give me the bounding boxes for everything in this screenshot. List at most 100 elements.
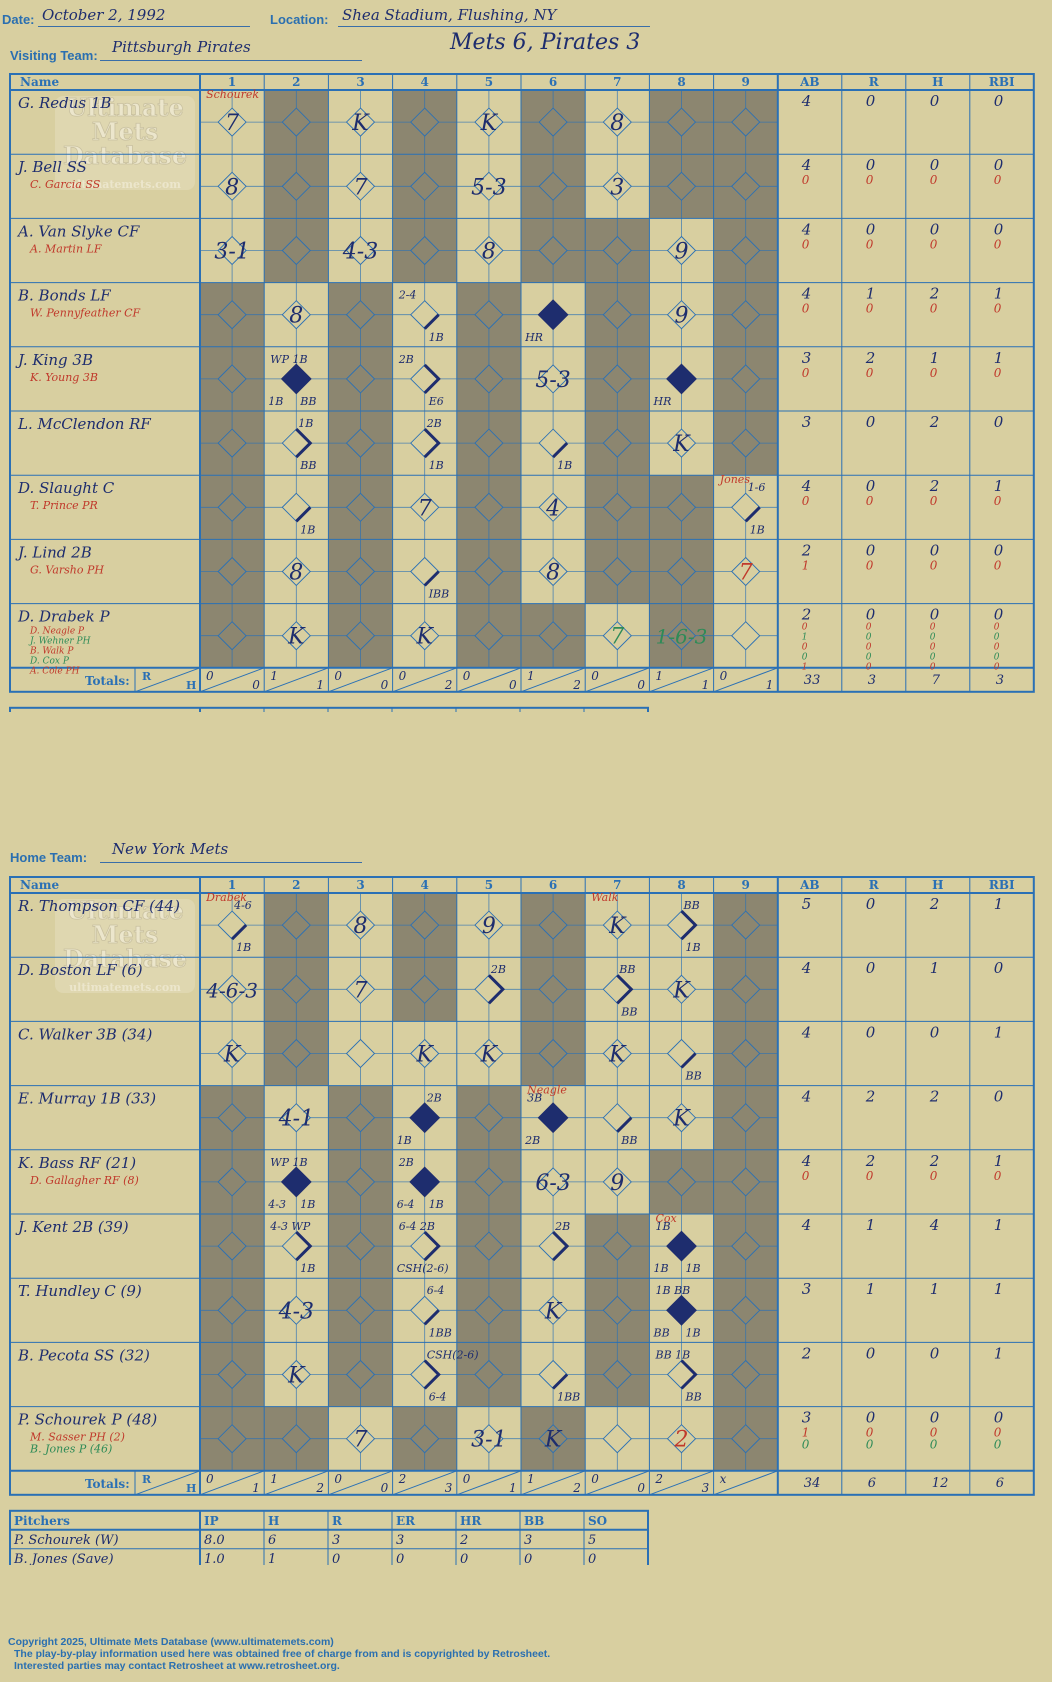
play-result: 8 — [289, 561, 303, 586]
base-diamond — [474, 1038, 504, 1069]
col-header-inning: 8 — [677, 878, 685, 892]
batter-stat: 0 — [930, 633, 936, 643]
col-header-inning: 2 — [292, 878, 300, 892]
watermark-text: ultimatemets.com — [69, 178, 181, 191]
batter-stat: 1 — [994, 1280, 1004, 1298]
batter-stat: 1 — [994, 477, 1004, 495]
batter-name: K. Bass RF (21) — [17, 1154, 136, 1172]
batter-stat: 2 — [801, 541, 812, 559]
base-diamond — [281, 300, 311, 330]
play-result: 2 — [674, 1428, 689, 1453]
play-result: K — [544, 1299, 563, 1324]
play-note: 2B — [524, 1134, 540, 1147]
grid-line — [328, 1470, 393, 1496]
batter-stat: 1 — [866, 1280, 876, 1298]
base-diamond — [217, 107, 247, 137]
location-label: Location: — [270, 12, 329, 27]
base-diamond — [281, 621, 311, 651]
batter-stat: 0 — [866, 623, 872, 633]
batter-stat: 0 — [866, 1438, 874, 1452]
footer-copyright: Copyright 2025, Ultimate Mets Database (… — [8, 1636, 334, 1648]
batter-stat: 0 — [930, 1426, 938, 1440]
play-note: BB — [299, 395, 316, 408]
basepath-mark — [680, 1052, 697, 1069]
base-diamond — [410, 974, 440, 1004]
watermark-text: Database — [63, 944, 187, 973]
substitute-name: K. Young 3B — [29, 371, 98, 384]
batter-stat: 0 — [866, 413, 876, 431]
pitcher-col-header: H — [268, 1514, 279, 1528]
batter-stat: 0 — [994, 633, 1000, 643]
grand-total: 34 — [804, 1476, 821, 1491]
base-diamond — [731, 428, 761, 458]
pitcher-col-header: SO — [588, 711, 607, 712]
visiting-team-label: Visiting Team: — [10, 48, 98, 63]
batter-name: J. King 3B — [15, 351, 93, 369]
base-diamond — [666, 1424, 697, 1454]
play-note: 1B — [268, 395, 283, 408]
batter-stat: 0 — [866, 558, 874, 572]
grid-line — [585, 667, 650, 693]
pitcher-change-note: Neagle — [526, 1084, 567, 1097]
base-diamond — [345, 1103, 376, 1133]
base-diamond — [217, 1167, 247, 1197]
play-note: 1-6 — [748, 481, 766, 494]
play-note: BB 1B — [655, 1348, 691, 1361]
base-diamond — [410, 1424, 440, 1454]
play-note: BB — [653, 1326, 670, 1339]
inning-runs: 2 — [654, 1472, 663, 1486]
play-result: K — [608, 1043, 627, 1068]
play-result: 7 — [354, 1428, 368, 1453]
pitcher-col-header: IP — [204, 1514, 219, 1528]
col-header-inning: 3 — [356, 878, 364, 892]
batter-stat: 4 — [801, 1023, 812, 1041]
batter-stat: 2 — [801, 606, 812, 624]
base-diamond — [217, 1295, 247, 1325]
play-result: 1-6-3 — [656, 625, 708, 649]
base-diamond — [281, 556, 311, 587]
base-diamond — [666, 1103, 697, 1133]
play-note: 2B — [398, 353, 414, 366]
grid-line — [713, 1470, 778, 1496]
date-value: October 2, 1992 — [42, 6, 166, 24]
batter-stat: 4 — [801, 156, 812, 174]
pitcher-stat: 1.0 — [204, 1552, 225, 1565]
date-label: Date: — [2, 12, 35, 27]
play-note: WP 1B — [270, 353, 307, 366]
base-diamond — [538, 171, 568, 201]
batter-stat: 4 — [801, 1216, 812, 1234]
batter-stat: 0 — [994, 494, 1002, 508]
batter-stat: 0 — [994, 1169, 1002, 1183]
pitcher-stat: 0 — [332, 1552, 340, 1565]
base-diamond — [345, 300, 376, 330]
batter-stat: 1 — [802, 1426, 810, 1440]
base-diamond — [731, 1167, 761, 1197]
batter-name: T. Hundley C (9) — [18, 1282, 142, 1300]
grid-line — [713, 667, 778, 693]
location-value: Shea Stadium, Flushing, NY — [342, 6, 557, 24]
basepath-mark — [423, 313, 440, 330]
run-scored-diamond — [537, 299, 569, 331]
inning-runs: 1 — [527, 669, 535, 683]
play-note: HR — [524, 331, 543, 344]
batter-stat: 0 — [994, 959, 1004, 977]
inning-hits: 0 — [637, 678, 645, 692]
basepath-mark — [423, 1231, 441, 1262]
batter-stat: 2 — [929, 285, 940, 303]
play-note: 1B — [236, 941, 251, 954]
base-diamond — [345, 492, 376, 522]
base-diamond — [474, 1295, 504, 1325]
pitcher-col-header: IP — [204, 711, 219, 712]
play-result: K — [287, 1364, 306, 1389]
inning-runs: 1 — [655, 669, 663, 683]
play-result: K — [544, 1428, 563, 1453]
basepath-mark — [552, 1231, 570, 1262]
col-header-inning: 3 — [356, 75, 364, 89]
basepath-mark — [487, 974, 506, 1005]
base-diamond — [410, 1038, 440, 1069]
play-note: 1B — [298, 417, 313, 430]
play-note: 2B — [554, 1220, 570, 1233]
watermark-text: Mets — [92, 117, 158, 146]
grid-line — [199, 1470, 265, 1496]
batter-stat: 4 — [801, 1088, 812, 1106]
